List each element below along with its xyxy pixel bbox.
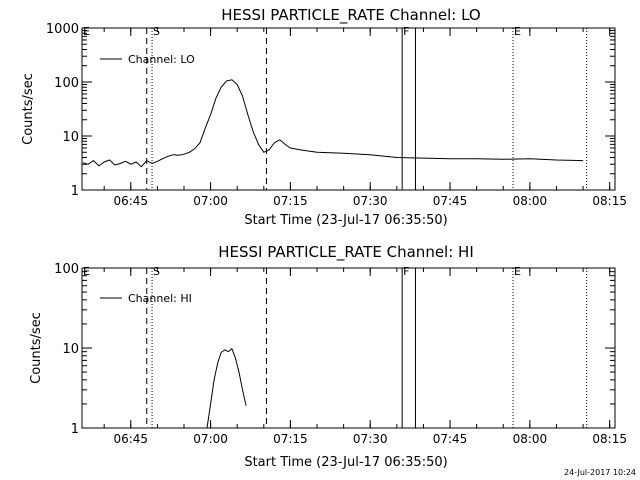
event-marker-label: F: [403, 265, 409, 278]
axis-ticks-lo: 06:45 07:00 07:15 07:30 07:45 08:00 08:15 1 10 10…: [46, 22, 627, 208]
legend-label-hi: Channel: HI: [128, 292, 192, 305]
event-marker-label: E: [83, 25, 90, 38]
x-tick-label: 07:45: [433, 194, 468, 208]
x-tick-label: 06:45: [113, 194, 148, 208]
y-axis-label-hi: Counts/sec: [29, 312, 44, 384]
x-tick-label: 07:15: [273, 432, 308, 446]
x-tick-label: 07:00: [193, 194, 228, 208]
x-tick-label: 08:15: [592, 432, 627, 446]
chart-panel-lo: HESSI PARTICLE_RATE Channel: LO E S F E 06:…: [21, 6, 627, 228]
y-tick-label: 10: [62, 130, 79, 145]
y-tick-label: 100: [54, 76, 79, 91]
y-tick-label: 1000: [46, 22, 79, 37]
chart-title-hi: HESSI PARTICLE_RATE Channel: HI: [218, 243, 474, 262]
event-marker-label: E: [514, 265, 521, 278]
event-marker-label: E: [514, 25, 521, 38]
y-tick-label: 1: [71, 422, 79, 437]
x-tick-label: 07:30: [353, 194, 388, 208]
x-tick-label: 07:30: [353, 432, 388, 446]
x-tick-label: 06:45: [113, 432, 148, 446]
event-marker-label: S: [153, 265, 160, 278]
x-tick-label: 07:00: [193, 432, 228, 446]
y-tick-label: 10: [62, 342, 79, 357]
legend-label-lo: Channel: LO: [128, 53, 195, 66]
axis-ticks-hi: 06:45 07:00 07:15 07:30 07:45 08:00 08:15 1 10 10…: [54, 262, 627, 446]
x-tick-label: 08:00: [513, 432, 548, 446]
x-axis-label-hi: Start Time (23-Jul-17 06:35:50): [244, 455, 447, 470]
x-axis-label-lo: Start Time (23-Jul-17 06:35:50): [244, 213, 447, 228]
x-tick-label: 08:15: [592, 194, 627, 208]
series-line-lo: [82, 79, 584, 168]
x-tick-label: 07:45: [433, 432, 468, 446]
y-axis-label-lo: Counts/sec: [21, 73, 36, 145]
y-tick-label: 100: [54, 262, 79, 277]
x-tick-label: 08:00: [513, 194, 548, 208]
y-tick-label: 1: [71, 184, 79, 199]
event-marker-label: F: [403, 25, 409, 38]
x-tick-label: 07:15: [273, 194, 308, 208]
series-line-hi: [206, 347, 247, 429]
event-marker-label: S: [153, 25, 160, 38]
footer-timestamp: 24-Jul-2017 10:24: [564, 468, 636, 477]
chart-title-lo: HESSI PARTICLE_RATE Channel: LO: [221, 6, 480, 25]
